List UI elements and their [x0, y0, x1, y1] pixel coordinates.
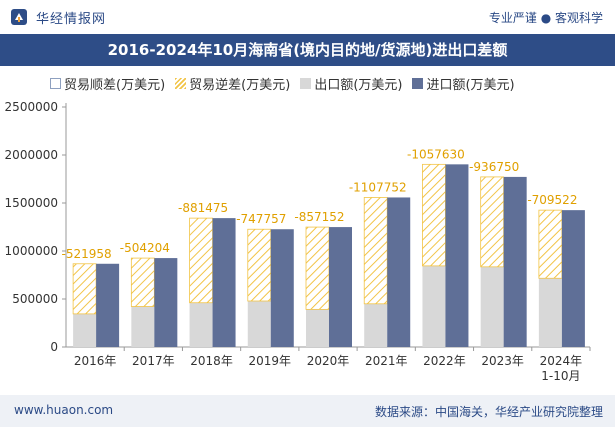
x-tick-label: 2018年 — [190, 354, 233, 368]
import-bar — [503, 176, 527, 347]
footer-source: 数据来源：中国海关，华经产业研究院整理 — [374, 405, 603, 419]
export-bar — [189, 302, 213, 347]
deficit-bar — [305, 226, 330, 310]
chart-plot: 0 500000 1000000 1500000 2000000 2500000 2016… — [5, 100, 591, 383]
legend-item-export: 出口额(万美元) — [300, 74, 402, 93]
top-bar: 华经情报网 专业严谨 ● 客观科学 — [0, 0, 615, 34]
deficit-bar — [247, 228, 272, 302]
x-tick-label: 2021年 — [365, 354, 408, 368]
legend-swatch-import — [412, 77, 424, 89]
x-tick-label: 2020年 — [307, 354, 350, 368]
footer-url[interactable]: www.huaon.com — [14, 403, 114, 417]
export-bar — [422, 265, 446, 347]
chart-title: 2016-2024年10月海南省(境内目的地/货源地)进出口差额 — [107, 41, 508, 59]
legend-swatch-export — [300, 77, 312, 89]
deficit-data-label: -1107752 — [349, 180, 407, 194]
y-tick-label: 2000000 — [5, 148, 58, 162]
data-labels: -521958 -504204 -881475 -747757 -857152 -1107… — [62, 147, 578, 260]
y-tick-label: 500000 — [12, 292, 58, 306]
export-bar — [364, 303, 388, 347]
export-bar — [306, 309, 329, 347]
deficit-bar — [189, 217, 213, 304]
y-tick-label: 2500000 — [5, 100, 58, 114]
x-tick-label: 2024年 1-10月 — [540, 354, 583, 383]
deficit-data-label: -709522 — [527, 193, 577, 207]
legend-item-deficit: 贸易逆差(万美元) — [175, 74, 290, 93]
export-bar — [247, 301, 271, 347]
import-bar — [561, 210, 585, 347]
x-tick-label: 2017年 — [132, 354, 175, 368]
x-tick-label: 2016年 — [74, 354, 117, 368]
deficit-data-label: -504204 — [120, 241, 170, 255]
import-bar — [387, 197, 411, 347]
slogan: 专业严谨 ● 客观科学 — [488, 11, 603, 25]
y-tick-label: 1500000 — [5, 196, 58, 210]
footer: www.huaon.com 数据来源：中国海关，华经产业研究院整理 — [0, 395, 615, 427]
huajing-logo-icon — [11, 9, 27, 25]
legend-label-export: 出口额(万美元) — [314, 77, 403, 93]
legend-item-surplus: 贸易顺差(万美元) — [50, 74, 165, 93]
legend-swatch-deficit — [175, 77, 187, 89]
brand-name: 华经情报网 — [36, 11, 107, 27]
import-bar — [96, 263, 120, 347]
deficit-data-label: -936750 — [469, 160, 519, 174]
deficit-bar — [422, 163, 446, 267]
import-bar — [154, 258, 178, 347]
legend-label-deficit: 贸易逆差(万美元) — [189, 77, 291, 93]
deficit-bar — [363, 197, 388, 305]
import-bar — [445, 164, 469, 347]
import-bar — [329, 227, 352, 347]
y-axis: 0 500000 1000000 1500000 2000000 2500000 — [5, 100, 67, 354]
deficit-data-label: -881475 — [178, 201, 228, 215]
x-tick-label: 2022年 — [423, 354, 466, 368]
deficit-data-label: -747757 — [236, 212, 286, 226]
export-bar — [73, 313, 97, 347]
bars — [72, 163, 585, 347]
export-bar — [131, 306, 155, 347]
x-tick-label: 2019年 — [249, 354, 292, 368]
import-bar — [270, 229, 294, 347]
legend-label-surplus: 贸易顺差(万美元) — [64, 77, 166, 93]
brand[interactable]: 华经情报网 — [10, 7, 106, 27]
y-tick-label: 0 — [50, 340, 58, 354]
deficit-data-label: -857152 — [294, 210, 344, 224]
deficit-bar — [72, 263, 97, 315]
legend-item-import: 进口额(万美元) — [412, 74, 515, 93]
deficit-bar — [538, 209, 563, 279]
x-axis: 2016年 2017年 2018年 2019年 2020年 2021年 2022年 2023年… — [66, 346, 591, 383]
legend-swatch-surplus — [50, 77, 61, 89]
x-tick-label: 2023年 — [481, 354, 524, 368]
deficit-bar — [480, 176, 505, 268]
export-bar — [538, 278, 562, 347]
export-bar — [480, 266, 504, 347]
chart-legend: 贸易顺差(万美元) 贸易逆差(万美元) 出口额(万美元) 进口额(万美元) — [50, 74, 525, 93]
deficit-bar — [130, 257, 155, 307]
y-tick-label: 1000000 — [5, 244, 58, 258]
legend-label-import: 进口额(万美元) — [426, 77, 515, 93]
deficit-data-label: -1057630 — [407, 147, 465, 161]
title-bar: 2016-2024年10月海南省(境内目的地/货源地)进出口差额 — [0, 34, 615, 66]
import-bar — [212, 218, 236, 347]
deficit-data-label: -521958 — [62, 247, 112, 261]
